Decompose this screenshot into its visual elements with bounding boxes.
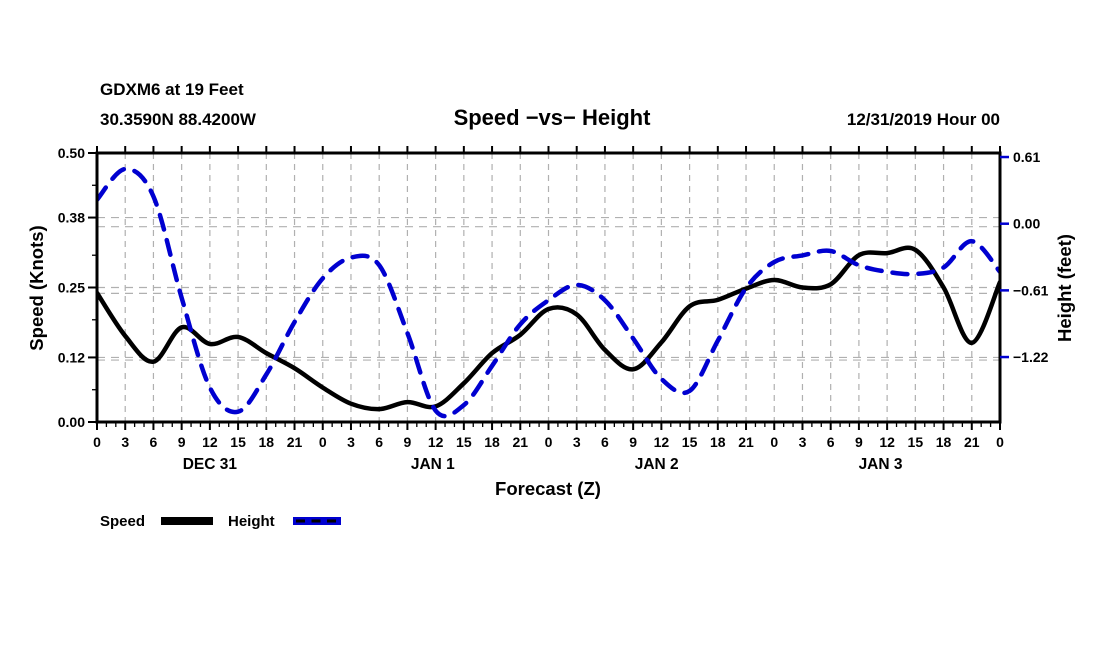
right-tick-label: 0.61 <box>1013 149 1040 165</box>
hour-tick-label: 0 <box>93 434 101 450</box>
day-label: DEC 31 <box>183 456 238 473</box>
left-tick-label: 0.12 <box>58 349 85 365</box>
hour-tick-label: 12 <box>879 434 895 450</box>
hour-tick-label: 18 <box>710 434 726 450</box>
right-tick-label: −1.22 <box>1013 349 1049 365</box>
speed-curve <box>97 245 1000 412</box>
hour-tick-label: 18 <box>259 434 275 450</box>
hour-tick-label: 0 <box>770 434 778 450</box>
hour-tick-label: 12 <box>202 434 218 450</box>
forecast-datetime: 12/31/2019 Hour 00 <box>847 110 1000 129</box>
legend: Speed Height <box>100 513 341 530</box>
hour-tick-label: 15 <box>456 434 472 450</box>
hour-tick-label: 3 <box>799 434 807 450</box>
gridlines-layer <box>97 153 1000 422</box>
day-label: JAN 1 <box>411 456 455 473</box>
y-axis-label-left: Speed (Knots) <box>26 225 47 350</box>
legend-speed-swatch <box>161 517 213 525</box>
hour-tick-label: 21 <box>287 434 303 450</box>
left-tick-label: 0.25 <box>58 280 85 296</box>
hour-tick-label: 9 <box>629 434 637 450</box>
hour-tick-label: 9 <box>178 434 186 450</box>
hour-tick-label: 6 <box>375 434 383 450</box>
legend-speed-label: Speed <box>100 513 145 530</box>
hour-tick-label: 6 <box>150 434 158 450</box>
hour-tick-label: 9 <box>404 434 412 450</box>
hour-tick-label: 15 <box>908 434 924 450</box>
hour-tick-label: 21 <box>512 434 528 450</box>
chart-title: Speed −vs− Height <box>454 105 652 130</box>
hour-tick-label: 18 <box>484 434 500 450</box>
location-label: 30.3590N 88.4200W <box>100 110 257 129</box>
x-axis-label: Forecast (Z) <box>495 478 601 499</box>
legend-height-label: Height <box>228 513 275 530</box>
left-tick-label: 0.00 <box>58 414 85 430</box>
station-label: GDXM6 at 19 Feet <box>100 80 244 99</box>
left-tick-label: 0.38 <box>58 210 85 226</box>
hour-tick-label: 0 <box>319 434 327 450</box>
hour-tick-label: 0 <box>996 434 1004 450</box>
axes-layer <box>88 146 1009 430</box>
right-tick-label: 0.00 <box>1013 216 1040 232</box>
hour-tick-label: 0 <box>545 434 553 450</box>
height-curve <box>97 166 1000 419</box>
hour-tick-label: 3 <box>121 434 129 450</box>
hour-tick-label: 6 <box>827 434 835 450</box>
hour-tick-label: 12 <box>654 434 670 450</box>
hour-tick-label: 9 <box>855 434 863 450</box>
hour-tick-label: 21 <box>964 434 980 450</box>
hour-tick-label: 3 <box>573 434 581 450</box>
hour-tick-label: 18 <box>936 434 952 450</box>
hour-tick-label: 12 <box>428 434 444 450</box>
left-tick-label: 0.50 <box>58 145 85 161</box>
day-label: JAN 2 <box>635 456 679 473</box>
y-axis-label-right: Height (feet) <box>1054 234 1075 342</box>
hour-tick-label: 15 <box>682 434 698 450</box>
hour-tick-label: 15 <box>230 434 246 450</box>
tick-labels-layer: 0.00 0.12 0.25 0.38 0.50 0.61 0.00 −0.61 −1.22 0 3… <box>58 145 1049 473</box>
day-label: JAN 3 <box>859 456 903 473</box>
hour-tick-label: 6 <box>601 434 609 450</box>
hour-tick-label: 3 <box>347 434 355 450</box>
right-tick-label: −0.61 <box>1013 282 1049 298</box>
series-layer <box>97 166 1000 419</box>
hour-tick-label: 21 <box>738 434 754 450</box>
